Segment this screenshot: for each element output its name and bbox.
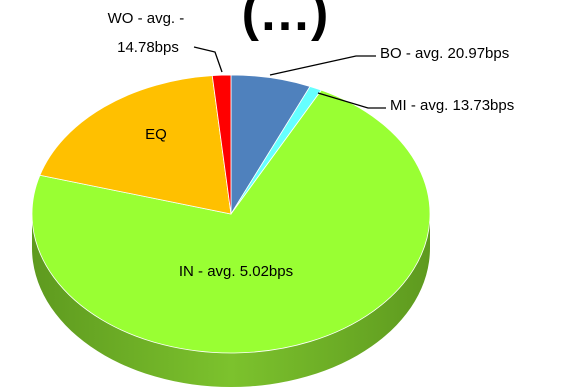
leader-mi [317, 92, 386, 109]
pie-slice-4 [211, 74, 232, 215]
leader-wo [193, 46, 223, 73]
chart-title: (…) [242, 0, 329, 42]
leader-bo [269, 55, 376, 76]
slice-label-wo: WO - avg. - 14.78bps [108, 10, 189, 56]
pie-side-2-0 [32, 214, 430, 387]
leader-lines [193, 46, 386, 109]
slice-label-in: IN - avg. 5.02bps [179, 263, 293, 280]
slice-label-bo: BO - avg. 20.97bps [380, 45, 509, 62]
pie-slice-3 [39, 75, 232, 215]
pie-side-wall [32, 214, 430, 387]
slice-label-eq: EQ [145, 126, 167, 143]
slice-label-mi: MI - avg. 13.73bps [390, 97, 514, 114]
pie-slices [31, 74, 431, 354]
pie-slice-2 [31, 89, 431, 354]
